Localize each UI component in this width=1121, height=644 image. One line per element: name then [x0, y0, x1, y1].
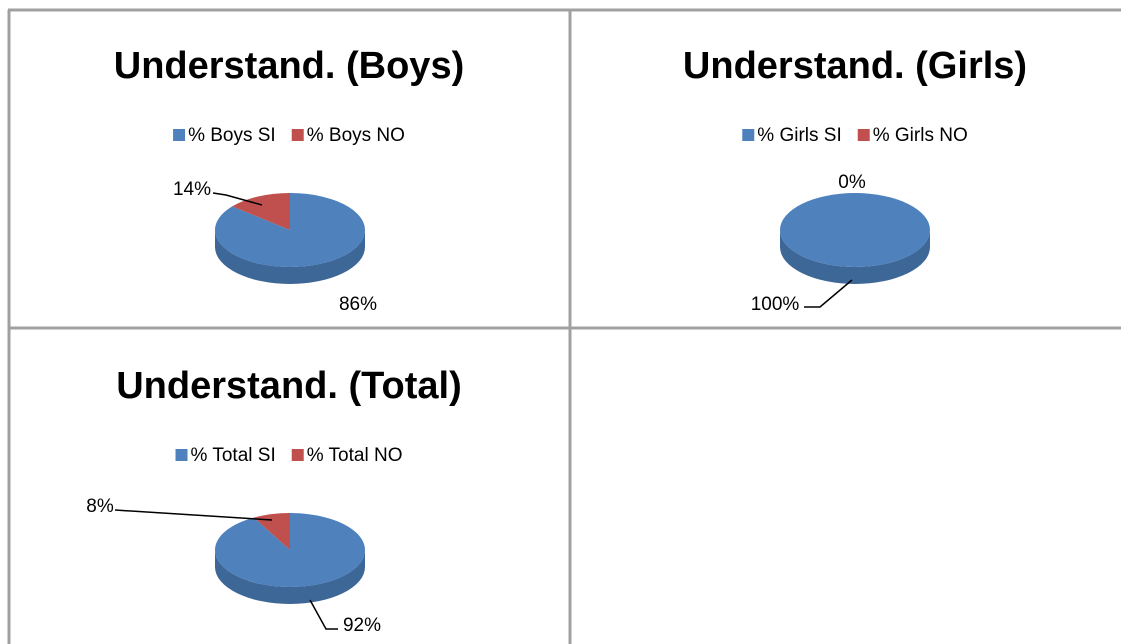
leader-line — [114, 509, 273, 521]
data-label: 8% — [86, 496, 114, 517]
leader-line — [309, 599, 338, 630]
legend: % Girls SI % Girls NO — [742, 125, 968, 146]
chart-title: Understand. (Girls) — [683, 45, 1027, 87]
legend-swatch — [291, 449, 304, 461]
legend-label: % Total SI — [191, 445, 276, 466]
legend-label: % Boys NO — [307, 125, 405, 146]
pie-side — [215, 550, 365, 604]
chart-title: Understand. (Boys) — [114, 45, 464, 87]
pie-slice — [214, 193, 365, 268]
pie-side — [215, 230, 365, 284]
legend-swatch — [742, 129, 755, 141]
legend-swatch — [175, 449, 188, 461]
legend-label: % Boys SI — [188, 125, 276, 146]
legend-label: % Girls NO — [873, 125, 968, 146]
pie-slice — [232, 193, 290, 230]
chart-title: Understand. (Total) — [116, 365, 462, 407]
legend-label: % Total NO — [307, 445, 403, 466]
leader-line — [212, 192, 263, 206]
leader-line — [804, 279, 853, 308]
data-label: 0% — [838, 172, 866, 193]
pie-chart: Understand. (Total) % Total SI % Total NO 9… — [86, 365, 461, 636]
grid-borders — [7, 8, 1121, 644]
pie-chart: Understand. (Boys) % Boys SI % Boys NO 86% 1… — [114, 45, 464, 315]
legend-label: % Girls SI — [757, 125, 841, 146]
data-label: 100% — [751, 294, 800, 315]
pie-slice — [253, 513, 290, 550]
pie-side — [780, 230, 930, 284]
legend-swatch — [857, 129, 870, 141]
data-label: 92% — [343, 615, 381, 636]
data-label: 14% — [173, 179, 211, 200]
legend: % Total SI % Total NO — [175, 445, 403, 466]
legend-swatch — [291, 129, 304, 141]
pie-slice — [780, 193, 930, 267]
legend-swatch — [173, 129, 186, 141]
legend: % Boys SI % Boys NO — [173, 125, 405, 146]
pie-chart: Understand. (Girls) % Girls SI % Girls NO 1… — [683, 45, 1027, 315]
data-label: 86% — [339, 294, 377, 315]
